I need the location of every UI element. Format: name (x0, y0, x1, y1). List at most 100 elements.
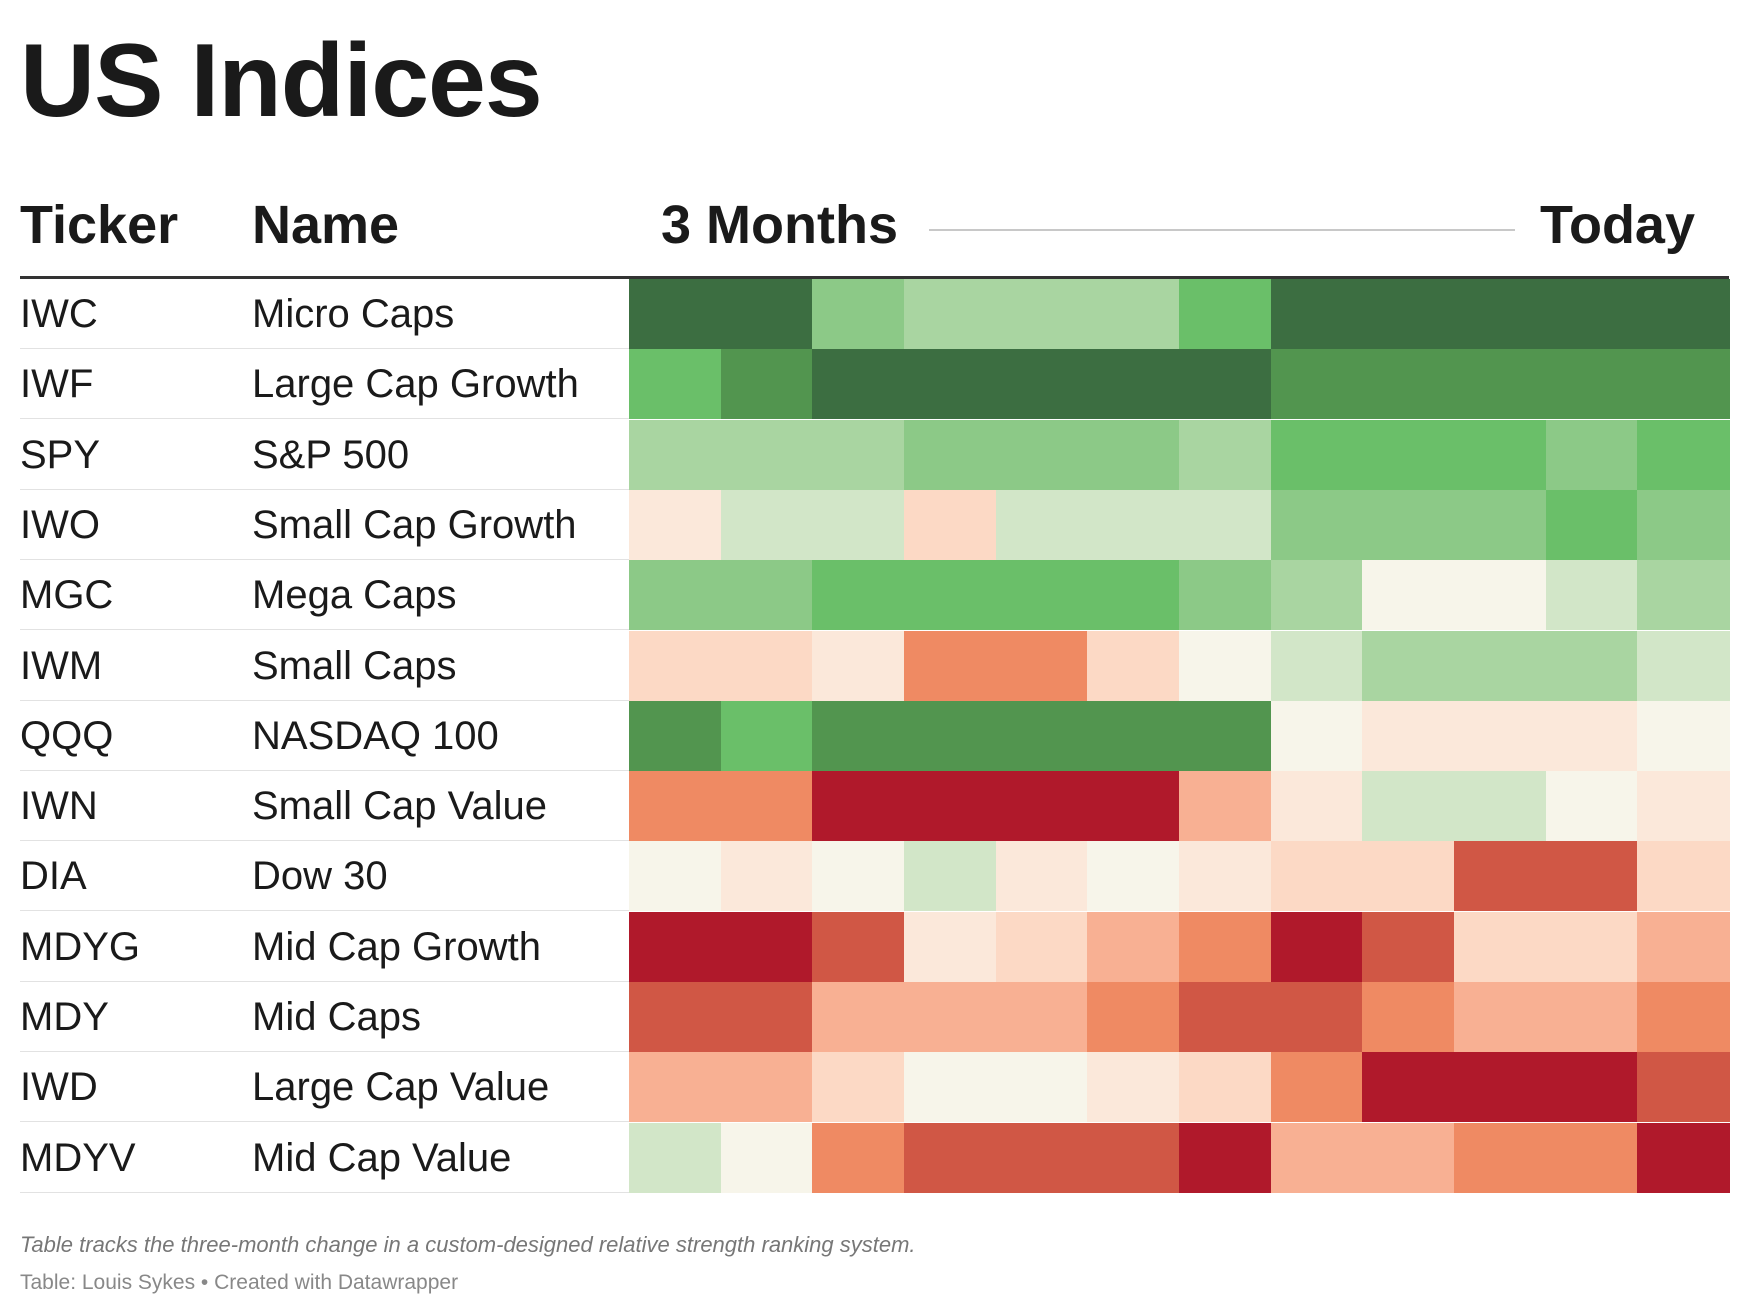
heat-cell (1545, 279, 1638, 349)
heat-cell (904, 771, 997, 842)
ticker: IWN (20, 784, 98, 829)
heat-cell (812, 1122, 905, 1193)
footnote: Table tracks the three-month change in a… (20, 1232, 916, 1257)
index-name: Large Cap Growth (252, 362, 579, 407)
heat-cell (1179, 982, 1272, 1052)
heat-cell (1362, 911, 1455, 982)
heat-cell (812, 771, 905, 842)
heat-cell (1179, 1052, 1272, 1123)
index-name: NASDAQ 100 (252, 713, 499, 758)
heat-cell (812, 630, 905, 701)
heat-cell (720, 911, 813, 982)
heat-cell (1087, 700, 1180, 771)
heat-cell (1454, 1122, 1547, 1193)
table-row: SPY S&P 500 (20, 419, 1730, 490)
ticker: IWC (20, 292, 98, 336)
heat-cell (1637, 771, 1730, 842)
heat-cell (1637, 1122, 1730, 1193)
heat-cell (1362, 560, 1455, 631)
heat-cell (1087, 841, 1180, 912)
heat-cell (1637, 841, 1730, 912)
heat-cell (1270, 1052, 1363, 1123)
heat-cell (1179, 279, 1272, 349)
heat-cell (1545, 841, 1638, 912)
heat-cell (995, 1122, 1088, 1193)
heat-cell (720, 700, 813, 771)
heat-cell (1179, 911, 1272, 982)
heat-cell (812, 700, 905, 771)
heat-cell (1362, 489, 1455, 560)
ticker: MDYV (20, 1135, 136, 1180)
heat-cell (995, 841, 1088, 912)
ticker: IWM (20, 643, 103, 688)
heat-cell (1362, 279, 1455, 349)
column-header: Name (252, 195, 400, 255)
heat-cell (1637, 279, 1730, 349)
column-header: Ticker (20, 195, 179, 255)
index-name: Dow 30 (252, 854, 388, 899)
heat-cell (1179, 419, 1272, 490)
heat-cell (720, 419, 813, 490)
index-name: Mid Caps (252, 995, 421, 1039)
heat-cell (904, 1052, 997, 1123)
heat-cell (1270, 911, 1363, 982)
table-row: MDY Mid Caps (20, 982, 1730, 1052)
heat-cell (1454, 349, 1547, 420)
table-row: IWO Small Cap Growth (20, 489, 1730, 560)
heat-cell (629, 841, 722, 912)
ticker: SPY (20, 432, 101, 477)
heat-cell (995, 630, 1088, 701)
table-row: IWD Large Cap Value (20, 1052, 1730, 1123)
heat-cell (1179, 841, 1272, 912)
heat-cell (1637, 349, 1730, 420)
heat-cell (1270, 1122, 1363, 1193)
heat-cell (720, 841, 813, 912)
heat-cell (812, 419, 905, 490)
heat-cell (1087, 560, 1180, 631)
heat-cell (995, 771, 1088, 842)
heat-cell (1545, 911, 1638, 982)
heat-cell (1087, 349, 1180, 420)
heat-cell (904, 911, 997, 982)
ticker: IWF (20, 362, 94, 407)
heat-cell (995, 349, 1088, 420)
title: US Indices (20, 23, 543, 139)
heat-cell (1545, 1122, 1638, 1193)
heat-cell (1270, 841, 1363, 912)
heat-cell (904, 419, 997, 490)
table-row: IWF Large Cap Growth (20, 349, 1730, 420)
heat-cell (1270, 349, 1363, 420)
heat-cell (904, 489, 997, 560)
heat-cell (1545, 700, 1638, 771)
index-name: Micro Caps (252, 292, 455, 336)
heat-cell (1179, 771, 1272, 842)
heat-cell (995, 1052, 1088, 1123)
heat-cell (1637, 982, 1730, 1052)
heat-cell (720, 630, 813, 701)
heat-cell (812, 1052, 905, 1123)
index-name: Small Caps (252, 643, 457, 688)
ticker: QQQ (20, 713, 114, 758)
heat-cell (1637, 560, 1730, 631)
index-name: Mid Cap Value (252, 1135, 512, 1180)
heat-cell (904, 841, 997, 912)
ticker: IWO (20, 502, 100, 547)
heat-cell (1270, 771, 1363, 842)
heat-cell (1087, 419, 1180, 490)
heat-cell (1454, 419, 1547, 490)
heat-cell (1545, 771, 1638, 842)
heat-cell (720, 560, 813, 631)
table-row: IWC Micro Caps (20, 279, 1730, 349)
heat-cell (812, 279, 905, 349)
table-row: MGC Mega Caps (20, 560, 1730, 631)
heat-cell (629, 1052, 722, 1123)
table-row: IWN Small Cap Value (20, 771, 1730, 842)
heat-cell (812, 349, 905, 420)
heat-cell (1179, 630, 1272, 701)
heat-cell (1454, 560, 1547, 631)
heat-cell (720, 1122, 813, 1193)
heat-cell (1545, 419, 1638, 490)
heat-cell (1545, 489, 1638, 560)
index-name: Mid Cap Growth (252, 924, 541, 969)
ticker: DIA (20, 854, 87, 899)
